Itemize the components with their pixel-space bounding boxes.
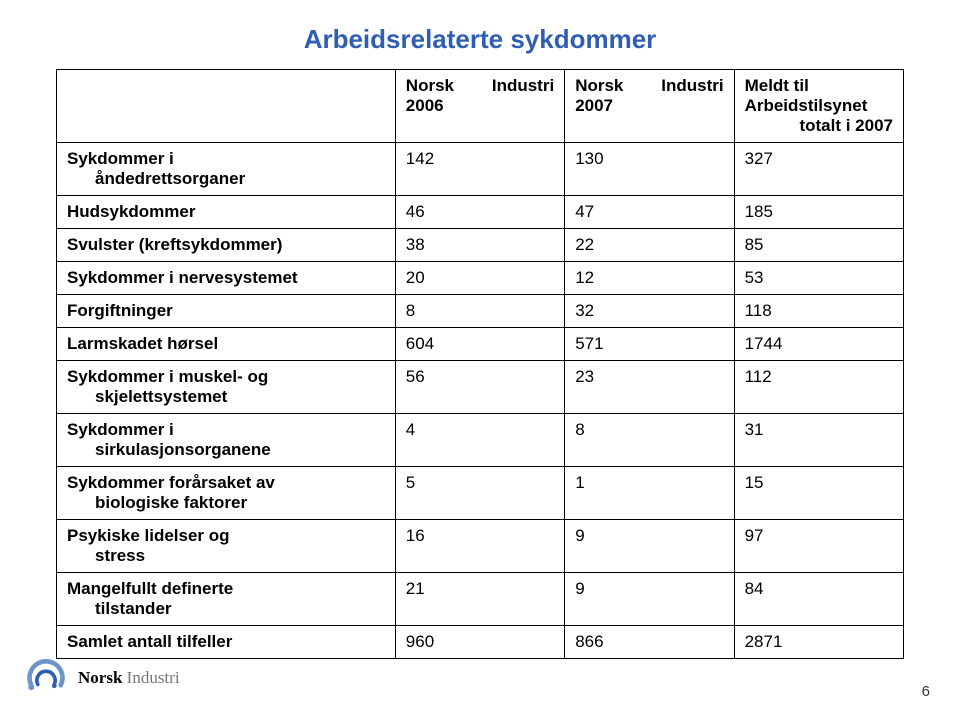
- cell-v3: 31: [734, 414, 903, 467]
- cell-v3: 327: [734, 143, 903, 196]
- table-row: Sykdommer forårsaket avbiologiske faktor…: [57, 467, 904, 520]
- cell-v2: 8: [565, 414, 734, 467]
- table-row: Sykdommer isirkulasjonsorganene4831: [57, 414, 904, 467]
- row-label: Samlet antall tilfeller: [57, 626, 396, 659]
- cell-v1: 38: [395, 229, 564, 262]
- row-label: Sykdommer iåndedrettsorganer: [57, 143, 396, 196]
- table-row: Sykdommer iåndedrettsorganer142130327: [57, 143, 904, 196]
- table-row: Sykdommer i muskel- ogskjelettsystemet56…: [57, 361, 904, 414]
- cell-v1: 5: [395, 467, 564, 520]
- cell-v2: 47: [565, 196, 734, 229]
- cell-v2: 9: [565, 573, 734, 626]
- cell-v1: 16: [395, 520, 564, 573]
- header-col-3: Meldt tilArbeidstilsynettotalt i 2007: [734, 70, 903, 143]
- table-row: Mangelfullt definertetilstander21984: [57, 573, 904, 626]
- row-label: Forgiftninger: [57, 295, 396, 328]
- cell-v2: 9: [565, 520, 734, 573]
- cell-v2: 12: [565, 262, 734, 295]
- cell-v3: 112: [734, 361, 903, 414]
- cell-v1: 4: [395, 414, 564, 467]
- page-title: Arbeidsrelaterte sykdommer: [304, 24, 657, 55]
- cell-v3: 185: [734, 196, 903, 229]
- cell-v3: 118: [734, 295, 903, 328]
- row-label: Sykdommer i nervesystemet: [57, 262, 396, 295]
- table-row: Larmskadet hørsel6045711744: [57, 328, 904, 361]
- row-label: Sykdommer forårsaket avbiologiske faktor…: [57, 467, 396, 520]
- table-row: Svulster (kreftsykdommer)382285: [57, 229, 904, 262]
- cell-v1: 142: [395, 143, 564, 196]
- cell-v2: 866: [565, 626, 734, 659]
- table-row: Psykiske lidelser ogstress16997: [57, 520, 904, 573]
- footer: Norsk Industri: [24, 656, 180, 700]
- table-row: Hudsykdommer4647185: [57, 196, 904, 229]
- table-row: Sykdommer i nervesystemet201253: [57, 262, 904, 295]
- footer-text: Norsk Industri: [78, 668, 180, 688]
- header-empty: [57, 70, 396, 143]
- logo-icon: [24, 656, 68, 700]
- cell-v2: 571: [565, 328, 734, 361]
- cell-v1: 604: [395, 328, 564, 361]
- cell-v3: 53: [734, 262, 903, 295]
- cell-v1: 21: [395, 573, 564, 626]
- page-number: 6: [922, 683, 930, 700]
- cell-v1: 20: [395, 262, 564, 295]
- cell-v3: 97: [734, 520, 903, 573]
- row-label: Hudsykdommer: [57, 196, 396, 229]
- data-table: NorskIndustri2006NorskIndustri2007Meldt …: [56, 69, 904, 659]
- header-col-1: NorskIndustri2006: [395, 70, 564, 143]
- row-label: Psykiske lidelser ogstress: [57, 520, 396, 573]
- cell-v3: 84: [734, 573, 903, 626]
- cell-v3: 15: [734, 467, 903, 520]
- title-wrap: Arbeidsrelaterte sykdommer: [56, 24, 904, 55]
- row-label: Larmskadet hørsel: [57, 328, 396, 361]
- table-row: Forgiftninger832118: [57, 295, 904, 328]
- cell-v3: 1744: [734, 328, 903, 361]
- row-label: Mangelfullt definertetilstander: [57, 573, 396, 626]
- header-col-2: NorskIndustri2007: [565, 70, 734, 143]
- footer-light: Industri: [122, 668, 179, 687]
- slide: Arbeidsrelaterte sykdommer NorskIndustri…: [0, 0, 960, 720]
- cell-v2: 32: [565, 295, 734, 328]
- cell-v2: 22: [565, 229, 734, 262]
- cell-v3: 2871: [734, 626, 903, 659]
- row-label: Sykdommer isirkulasjonsorganene: [57, 414, 396, 467]
- cell-v2: 23: [565, 361, 734, 414]
- cell-v2: 130: [565, 143, 734, 196]
- table-row: Samlet antall tilfeller9608662871: [57, 626, 904, 659]
- table-header-row: NorskIndustri2006NorskIndustri2007Meldt …: [57, 70, 904, 143]
- cell-v1: 46: [395, 196, 564, 229]
- row-label: Svulster (kreftsykdommer): [57, 229, 396, 262]
- cell-v1: 8: [395, 295, 564, 328]
- cell-v1: 960: [395, 626, 564, 659]
- cell-v3: 85: [734, 229, 903, 262]
- cell-v2: 1: [565, 467, 734, 520]
- footer-strong: Norsk: [78, 668, 122, 687]
- row-label: Sykdommer i muskel- ogskjelettsystemet: [57, 361, 396, 414]
- cell-v1: 56: [395, 361, 564, 414]
